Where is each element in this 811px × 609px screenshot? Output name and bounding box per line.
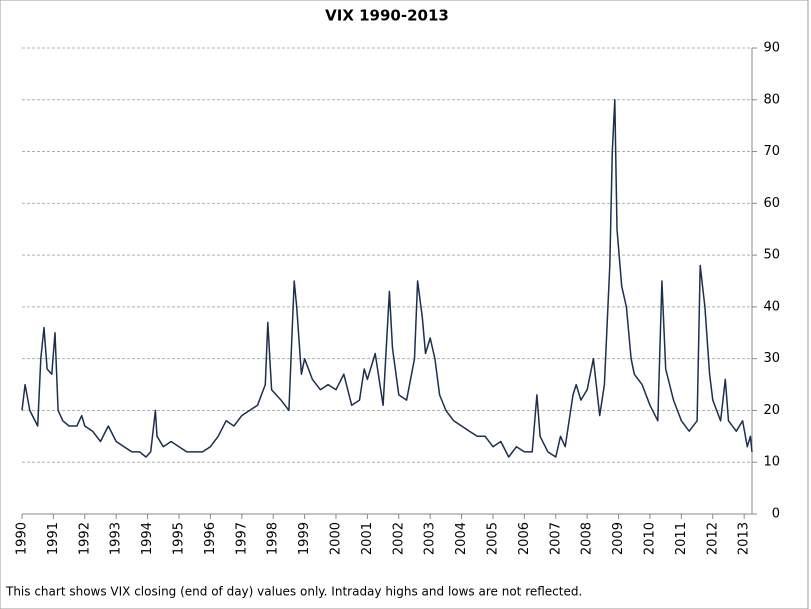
y-tick-label: 60 xyxy=(763,196,780,211)
x-tick-label: 2010 xyxy=(642,522,657,555)
footnote: This chart shows VIX closing (end of day… xyxy=(5,585,582,599)
y-tick-label: 80 xyxy=(763,92,780,107)
y-tick-label: 20 xyxy=(763,403,780,418)
x-tick-label: 1992 xyxy=(77,522,92,555)
x-tick-label: 2001 xyxy=(360,522,375,555)
x-tick-label: 2004 xyxy=(454,522,469,555)
vix-line xyxy=(21,99,753,458)
x-tick-label: 2003 xyxy=(423,522,438,555)
y-tick-label: 90 xyxy=(763,41,780,56)
x-tick-label: 1997 xyxy=(234,522,249,555)
x-tick-label: 1994 xyxy=(140,522,155,555)
x-tick-label: 2013 xyxy=(737,522,752,555)
x-tick-label: 1996 xyxy=(203,522,218,555)
y-tick-label: 30 xyxy=(763,351,780,366)
y-tick-label: 40 xyxy=(763,299,780,314)
x-tick-label: 1999 xyxy=(297,522,312,555)
x-tick-label: 1990 xyxy=(15,522,30,555)
y-tick-label: 0 xyxy=(772,507,780,522)
x-tick-label: 2000 xyxy=(328,522,343,555)
x-tick-label: 1995 xyxy=(171,522,186,555)
x-tick-label: 2005 xyxy=(485,522,500,555)
x-tick-label: 2009 xyxy=(611,522,626,555)
x-tick-label: 2012 xyxy=(705,522,720,555)
chart-title: VIX 1990-2013 xyxy=(325,7,449,25)
x-tick-label: 2011 xyxy=(674,522,689,555)
x-tick-label: 2007 xyxy=(548,522,563,555)
y-tick-label: 70 xyxy=(763,144,780,159)
x-tick-label: 1998 xyxy=(266,522,281,555)
x-tick-label: 1993 xyxy=(109,522,124,555)
y-tick-label: 50 xyxy=(763,248,780,263)
x-tick-label: 2008 xyxy=(580,522,595,555)
y-tick-label: 10 xyxy=(763,455,780,470)
x-tick-label: 2006 xyxy=(517,522,532,555)
x-tick-label: 2002 xyxy=(391,522,406,555)
x-tick-label: 1991 xyxy=(46,522,61,555)
